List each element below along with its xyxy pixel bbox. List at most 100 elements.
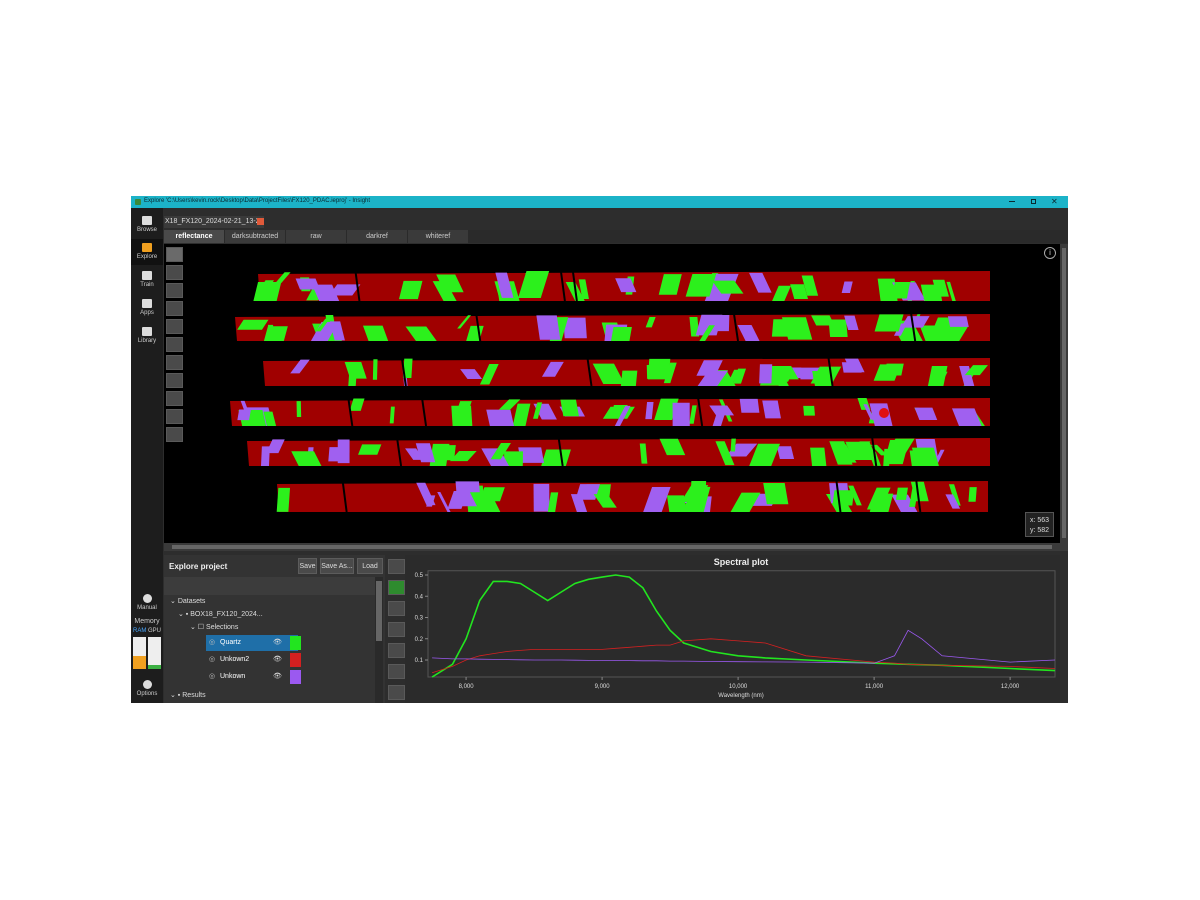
- panel-scrollbar[interactable]: [375, 577, 383, 703]
- mineral-patch: [932, 279, 949, 297]
- plot-tool-button[interactable]: [388, 601, 405, 616]
- horizontal-scrollbar[interactable]: [164, 543, 1068, 551]
- core-break: [557, 437, 564, 467]
- manual-nav[interactable]: Manual: [131, 594, 163, 611]
- tool-button[interactable]: [166, 337, 183, 352]
- close-button[interactable]: ✕: [1051, 197, 1058, 206]
- mineral-patch: [689, 405, 697, 424]
- tree-dataset[interactable]: ⌄ ▪ BOX18_FX120_2024...: [178, 611, 263, 618]
- toolbar: [166, 247, 183, 445]
- cursor-marker: [879, 408, 889, 418]
- project-button[interactable]: Save: [298, 558, 317, 574]
- info-button[interactable]: i: [1044, 247, 1056, 259]
- selection-color[interactable]: [290, 670, 301, 684]
- maximize-button[interactable]: [1031, 199, 1036, 204]
- explore-nav[interactable]: Explore: [131, 243, 163, 260]
- plot-tool-button[interactable]: [388, 559, 405, 574]
- vertical-scrollbar[interactable]: [1060, 244, 1068, 543]
- tool-button[interactable]: [166, 265, 183, 280]
- tree-results[interactable]: ⌄ ▪ Results: [170, 692, 206, 699]
- tree-selections[interactable]: ⌄ ☐ Selections: [190, 624, 239, 631]
- ram-meter: [133, 637, 146, 669]
- mineral-patch: [672, 402, 690, 426]
- selection-name: Unkown: [220, 673, 246, 680]
- icon: [142, 594, 152, 603]
- y-tick-label: 0.1: [415, 658, 424, 664]
- mineral-patch: [697, 370, 728, 386]
- core-break: [571, 270, 578, 302]
- mineral-patch: [358, 444, 382, 455]
- scroll-thumb[interactable]: [1062, 248, 1066, 538]
- browse-nav[interactable]: Browse: [131, 216, 163, 233]
- tool-button[interactable]: [166, 409, 183, 424]
- mineral-patch: [658, 274, 682, 295]
- image-view[interactable]: i x: 563 y: 582: [164, 244, 1060, 543]
- project-button[interactable]: Save As...: [320, 558, 354, 574]
- mineral-patch: [762, 400, 781, 419]
- selection-color[interactable]: [290, 636, 301, 650]
- tab-close[interactable]: [257, 218, 264, 225]
- selection-color[interactable]: [290, 653, 301, 667]
- apps-nav[interactable]: Apps: [131, 299, 163, 316]
- scroll-thumb[interactable]: [172, 545, 1052, 549]
- icon: [142, 271, 152, 280]
- mineral-patch: [863, 404, 875, 420]
- mineral-patch: [372, 359, 378, 380]
- x-tick-label: 8,000: [459, 684, 475, 690]
- eye-icon[interactable]: 👁: [273, 639, 282, 646]
- plot-tool-button[interactable]: [388, 685, 405, 700]
- mineral-patch: [829, 441, 853, 465]
- mineral-patch: [749, 272, 772, 293]
- options-nav[interactable]: Options: [131, 680, 163, 697]
- project-panel: Explore project Save Save As... Load ⌄ Dat…: [164, 555, 385, 703]
- library-nav[interactable]: Library: [131, 327, 163, 344]
- subtab[interactable]: raw: [286, 230, 347, 243]
- subtab[interactable]: reflectance: [164, 230, 225, 243]
- mineral-patch: [416, 482, 436, 506]
- y-tick-label: 0.4: [415, 594, 424, 600]
- tool-button[interactable]: [166, 391, 183, 406]
- train-nav[interactable]: Train: [131, 271, 163, 288]
- mineral-patch: [696, 360, 723, 376]
- subtab[interactable]: whiteref: [408, 230, 469, 243]
- window-title: Explore 'C:\Users\kevin.rock\Desktop\Dat…: [144, 198, 371, 204]
- minimize-button[interactable]: [1009, 201, 1015, 202]
- tool-button[interactable]: [166, 427, 183, 442]
- subtab-bar: reflectance darksubtracted raw darkref white…: [164, 230, 1068, 243]
- selection-row[interactable]: ◎ Quartz: [206, 635, 298, 651]
- dataset-tab[interactable]: X18_FX120_2024-02-21_13-2: [164, 216, 264, 228]
- mineral-patch: [498, 399, 521, 410]
- tool-button[interactable]: [166, 283, 183, 298]
- spectrum-line: [431, 574, 1056, 678]
- subtab[interactable]: darksubtracted: [225, 230, 286, 243]
- tool-button[interactable]: [166, 355, 183, 370]
- selection-row[interactable]: ◎ Unkown2: [206, 652, 298, 668]
- core-break: [559, 270, 566, 302]
- plot-tool-button[interactable]: [388, 664, 405, 679]
- nav-label: Train: [140, 282, 154, 288]
- mineral-patch: [615, 278, 637, 293]
- plot-tool-button[interactable]: [388, 580, 405, 595]
- mineral-patch: [844, 315, 859, 330]
- y-tick-label: 0.3: [415, 616, 424, 622]
- plot-tool-button[interactable]: [388, 622, 405, 637]
- mineral-patch: [312, 284, 340, 301]
- tool-button[interactable]: [166, 319, 183, 334]
- mineral-patch: [763, 482, 789, 505]
- selection-row[interactable]: ◎ Unkown: [206, 669, 298, 685]
- subtab[interactable]: darkref: [347, 230, 408, 243]
- x-tick-label: 11,000: [865, 684, 884, 690]
- tree-datasets[interactable]: ⌄ Datasets: [170, 598, 206, 605]
- mineral-patch: [570, 494, 588, 512]
- nav-label: Browse: [136, 227, 157, 233]
- mineral-patch: [737, 324, 760, 341]
- tool-button[interactable]: [166, 247, 183, 262]
- eye-icon[interactable]: 👁: [273, 673, 282, 680]
- eye-icon[interactable]: 👁: [273, 656, 282, 663]
- ram-fill: [133, 656, 146, 669]
- tool-button[interactable]: [166, 373, 183, 388]
- plot-tool-button[interactable]: [388, 643, 405, 658]
- project-button[interactable]: Load: [357, 558, 383, 574]
- tool-button[interactable]: [166, 301, 183, 316]
